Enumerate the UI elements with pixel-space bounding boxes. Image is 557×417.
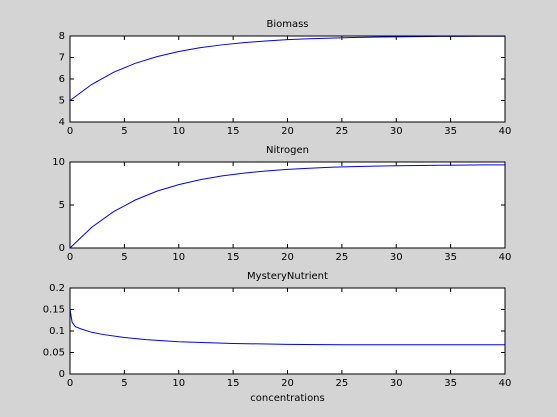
plot-area xyxy=(70,288,505,374)
y-tick-label: 0 xyxy=(59,243,65,254)
x-tick-label: 5 xyxy=(121,126,127,137)
x-tick-label: 15 xyxy=(227,378,240,389)
axes-box xyxy=(69,35,506,123)
x-tick-label: 25 xyxy=(336,126,349,137)
y-tick-label: 6 xyxy=(59,74,65,85)
x-tick-label: 30 xyxy=(390,126,403,137)
x-axis-label: concentrations xyxy=(250,393,324,404)
data-line xyxy=(69,164,506,249)
y-tick-label: 0.05 xyxy=(43,348,65,359)
x-tick-label: 15 xyxy=(227,126,240,137)
x-tick-label: 5 xyxy=(121,378,127,389)
plot-area xyxy=(70,36,505,122)
data-line xyxy=(69,309,505,346)
x-tick-label: 20 xyxy=(281,126,294,137)
x-tick-label: 25 xyxy=(336,378,349,389)
x-tick-label: 5 xyxy=(121,252,127,263)
chart-title: Biomass xyxy=(266,19,308,30)
x-tick-label: 20 xyxy=(281,378,294,389)
x-tick-label: 25 xyxy=(336,252,349,263)
x-tick-label: 0 xyxy=(67,252,73,263)
x-tick-label: 35 xyxy=(444,378,457,389)
axes-box xyxy=(69,161,506,249)
y-tick-label: 0.15 xyxy=(43,305,65,316)
data-line xyxy=(69,35,505,101)
x-tick-label: 35 xyxy=(444,126,457,137)
x-tick-label: 15 xyxy=(227,252,240,263)
y-tick-label: 0.2 xyxy=(49,283,65,294)
y-tick-label: 4 xyxy=(59,117,65,128)
x-tick-label: 40 xyxy=(499,252,512,263)
x-tick-label: 40 xyxy=(499,378,512,389)
y-tick-label: 10 xyxy=(52,157,65,168)
chart-title: MysteryNutrient xyxy=(247,271,328,282)
x-tick-label: 20 xyxy=(281,252,294,263)
y-tick-label: 8 xyxy=(59,31,65,42)
x-tick-label: 30 xyxy=(390,252,403,263)
plot-area xyxy=(70,162,505,248)
y-tick-label: 0 xyxy=(59,369,65,380)
y-tick-label: 0.1 xyxy=(49,326,65,337)
axes-box xyxy=(69,287,506,375)
x-tick-label: 40 xyxy=(499,126,512,137)
x-tick-label: 10 xyxy=(172,378,185,389)
x-tick-label: 35 xyxy=(444,252,457,263)
x-tick-label: 10 xyxy=(172,126,185,137)
x-tick-label: 0 xyxy=(67,378,73,389)
x-tick-label: 0 xyxy=(67,126,73,137)
chart-title: Nitrogen xyxy=(266,145,309,156)
y-tick-label: 5 xyxy=(59,96,65,107)
y-tick-label: 7 xyxy=(59,53,65,64)
y-tick-label: 5 xyxy=(59,200,65,211)
x-tick-label: 30 xyxy=(390,378,403,389)
x-tick-label: 10 xyxy=(172,252,185,263)
